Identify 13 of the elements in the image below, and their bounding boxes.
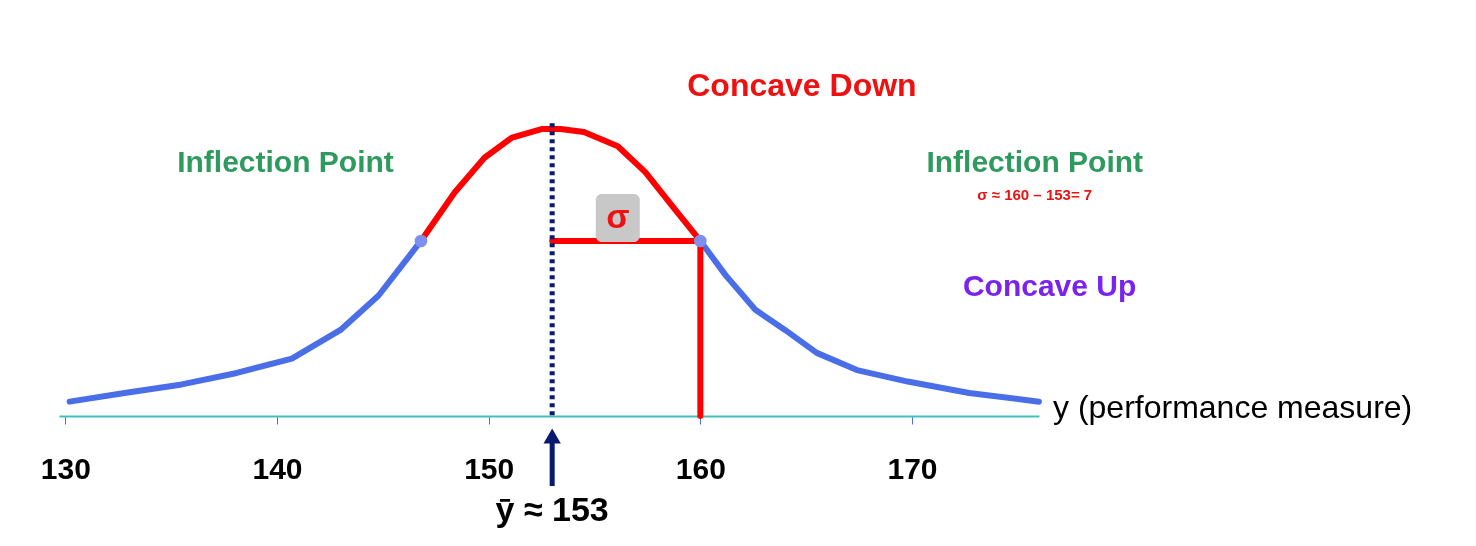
annotation: Concave Up [962,268,1137,302]
x-tick-label: 130 [40,451,91,485]
x-tick-label: 150 [464,451,515,485]
text: Concave Down [687,67,917,103]
x-axis-title: y (performance measure) [1053,389,1413,425]
ref-line-label: ȳ ≈ 153 [495,490,609,528]
annotation: σ [606,197,630,235]
annotation: σ ≈ 160 – 153= 7 [977,186,1093,204]
annotation: Inflection Point [177,145,394,179]
x-tick-label: 170 [887,451,938,485]
x-tick-label: 160 [675,451,726,485]
annotation: Inflection Point [926,145,1144,179]
x-tick-label: 140 [252,451,303,485]
